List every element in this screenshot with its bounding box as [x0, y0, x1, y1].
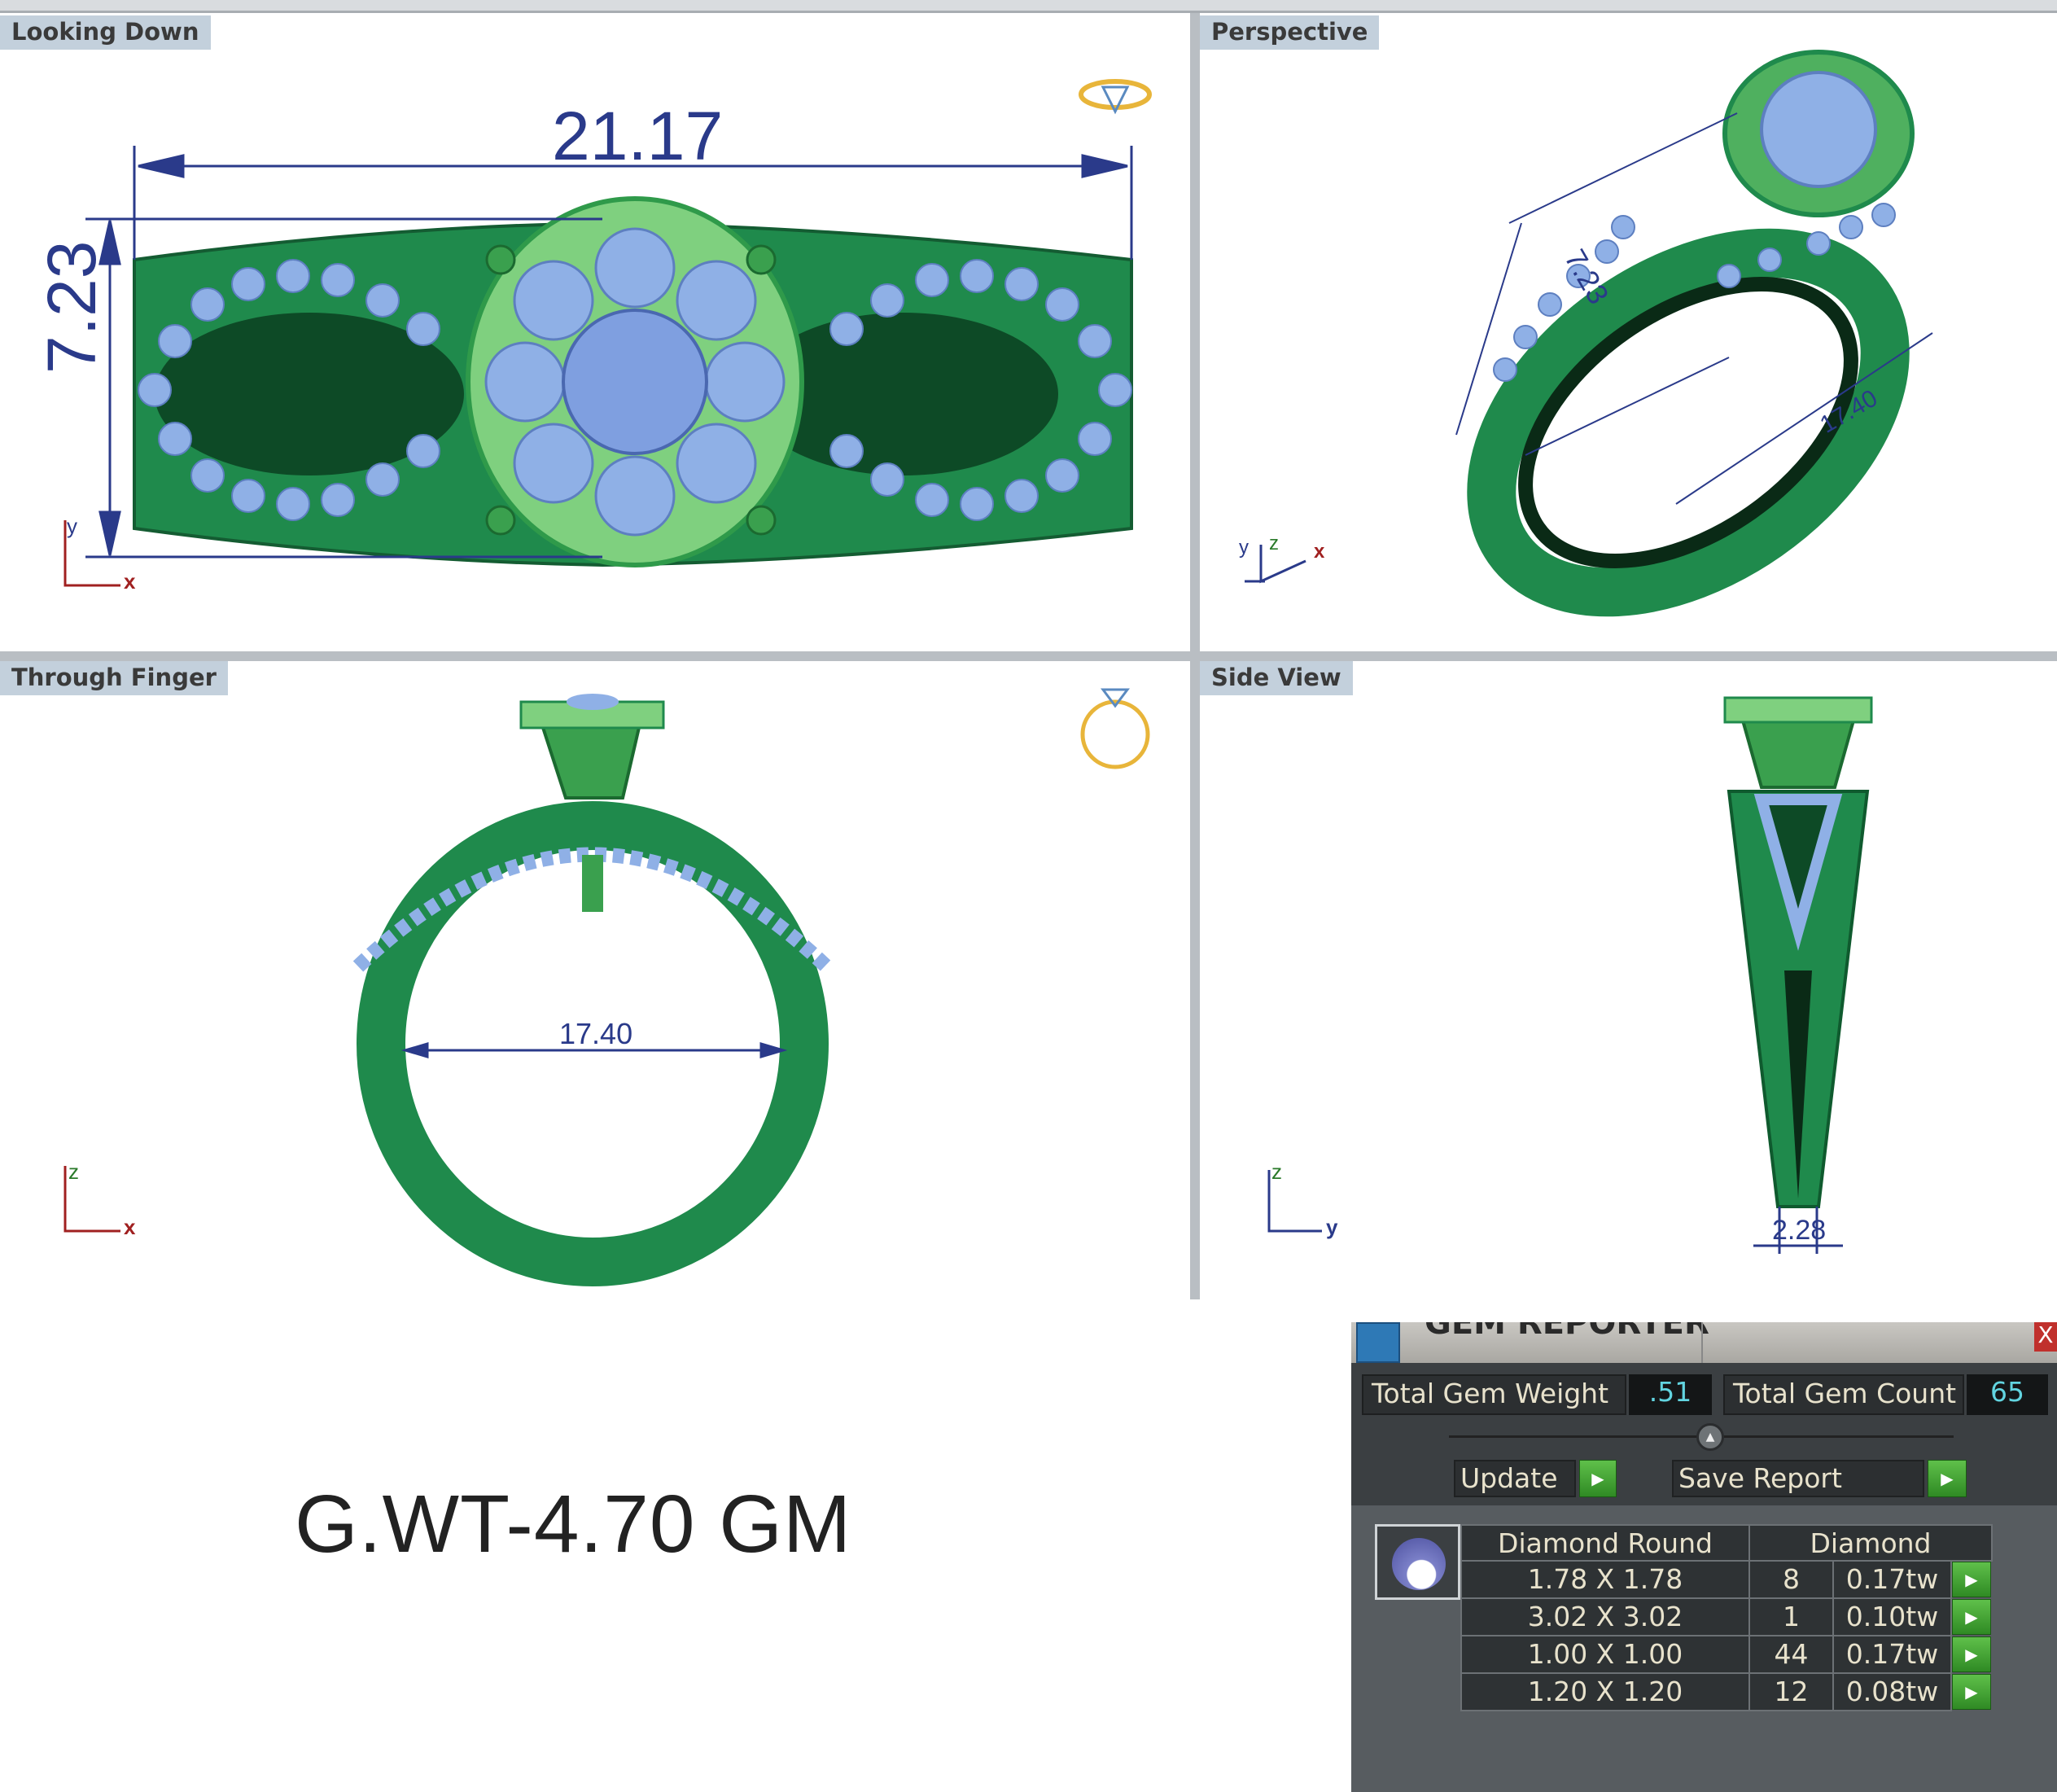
axis-indicator [63, 520, 120, 587]
ring-shank [357, 801, 829, 1286]
panel-title: GEM REPORTER [1425, 1322, 1709, 1342]
axis-label-z: z [1271, 1159, 1282, 1184]
axis-indicator [63, 1166, 120, 1233]
gem-count: 12 [1748, 1672, 1834, 1711]
ring-perspective-view [1245, 50, 1933, 617]
viewport-label[interactable]: Through Finger [0, 661, 228, 695]
axis-indicator [1267, 1170, 1322, 1233]
viewport-looking-down[interactable]: Looking Down 21.17 [0, 15, 1190, 651]
dimension-lines [1455, 112, 1933, 505]
update-button[interactable]: Update [1454, 1460, 1576, 1497]
left-opening [155, 313, 464, 475]
axis-label-y: y [1239, 537, 1249, 559]
shank-gems [1493, 203, 1896, 382]
gold-weight-label: G.WT-4.70 GM [295, 1479, 852, 1570]
view-cube-icon [1079, 79, 1152, 110]
halo-gems [484, 227, 786, 537]
table-header-material: Diamond [1748, 1524, 1993, 1562]
total-gem-weight-value: .51 [1629, 1374, 1712, 1415]
gem-size: 3.02 X 3.02 [1460, 1597, 1750, 1636]
ring-side-view [1267, 696, 1873, 1254]
side-gems [138, 259, 1132, 521]
gem-size: 1.00 X 1.00 [1460, 1635, 1750, 1674]
side-gems [1753, 794, 1843, 951]
gem-weight: 0.10tw [1832, 1597, 1952, 1636]
update-arrow-icon[interactable]: ▶ [1579, 1460, 1617, 1497]
ring-shank [1467, 228, 1910, 617]
width-dimension: 21.17 [552, 98, 724, 174]
axis-label-x: x [1314, 541, 1325, 563]
save-report-button[interactable]: Save Report [1672, 1460, 1924, 1497]
viewport-side-view[interactable]: Side View 2.28 z y [1200, 661, 2057, 1299]
gem-count: 44 [1748, 1635, 1834, 1674]
viewport-label[interactable]: Looking Down [0, 15, 211, 50]
gem-size: 1.78 X 1.78 [1460, 1560, 1750, 1599]
right-opening [749, 313, 1058, 475]
viewport-label[interactable]: Side View [1200, 661, 1353, 695]
inner-diameter-dimension: 17.40 [559, 1017, 633, 1050]
view-cube-icon [1080, 699, 1150, 769]
collapse-toggle-button[interactable]: ▲ [1696, 1423, 1724, 1451]
total-gem-count-value: 65 [1967, 1374, 2048, 1415]
gem-weight: 0.17tw [1832, 1635, 1952, 1674]
center-stone [562, 309, 708, 455]
gem-reporter-app-icon [1356, 1322, 1400, 1363]
viewport-perspective[interactable]: Perspective 7.23 17.40 y z x [1200, 15, 2057, 651]
viewport-divider-horizontal[interactable] [0, 651, 2057, 661]
gem-size: 1.20 X 1.20 [1460, 1672, 1750, 1711]
title-separator [1701, 1322, 1703, 1363]
gem-glyph-icon [1101, 85, 1130, 115]
ring-top-view [63, 79, 1152, 587]
top-toolbar-edge [0, 0, 2057, 13]
save-report-arrow-icon[interactable]: ▶ [1928, 1460, 1967, 1497]
round-gem-icon [1375, 1524, 1460, 1600]
axis-label-x: x [124, 1215, 136, 1239]
close-button[interactable]: X [2034, 1322, 2057, 1352]
row-arrow-icon[interactable]: ▶ [1952, 1562, 1991, 1597]
row-arrow-icon[interactable]: ▶ [1952, 1599, 1991, 1635]
gem-reporter-panel: GEM REPORTER X Total Gem Weight .51 Tota… [1351, 1322, 2057, 1792]
axis-label-z: z [1269, 532, 1279, 554]
prongs [485, 244, 777, 536]
row-arrow-icon[interactable]: ▶ [1952, 1636, 1991, 1672]
axis-label-x: x [124, 569, 136, 594]
axis-label-y: y [1326, 1215, 1338, 1239]
table-header-shape: Diamond Round [1460, 1524, 1750, 1562]
dimension-lines [400, 1041, 788, 1059]
gem-weight: 0.17tw [1832, 1560, 1952, 1599]
axis-label-y: y [67, 514, 77, 538]
gem-count: 1 [1748, 1597, 1834, 1636]
row-arrow-icon[interactable]: ▶ [1952, 1674, 1991, 1710]
dimension-lines [1753, 1207, 1843, 1254]
total-gem-count-label: Total Gem Count [1723, 1374, 1964, 1415]
axis-indicator [1245, 545, 1306, 584]
center-stone [1760, 71, 1877, 188]
gem-weight: 0.08tw [1832, 1672, 1952, 1711]
height-dimension: 7.23 [33, 240, 110, 375]
gallery-post [582, 855, 603, 912]
viewport-through-finger[interactable]: Through Finger 17.40 z x [0, 661, 1190, 1299]
shank-width-dimension: 2.28 [1772, 1215, 1827, 1246]
axis-label-z: z [68, 1159, 79, 1184]
dimension-lines [85, 146, 1133, 559]
gem-count: 8 [1748, 1560, 1834, 1599]
viewport-label[interactable]: Perspective [1200, 15, 1380, 50]
ring-front-view [63, 688, 1150, 1286]
panel-title-bar[interactable]: GEM REPORTER X [1351, 1322, 2057, 1363]
total-gem-weight-label: Total Gem Weight [1362, 1374, 1626, 1415]
